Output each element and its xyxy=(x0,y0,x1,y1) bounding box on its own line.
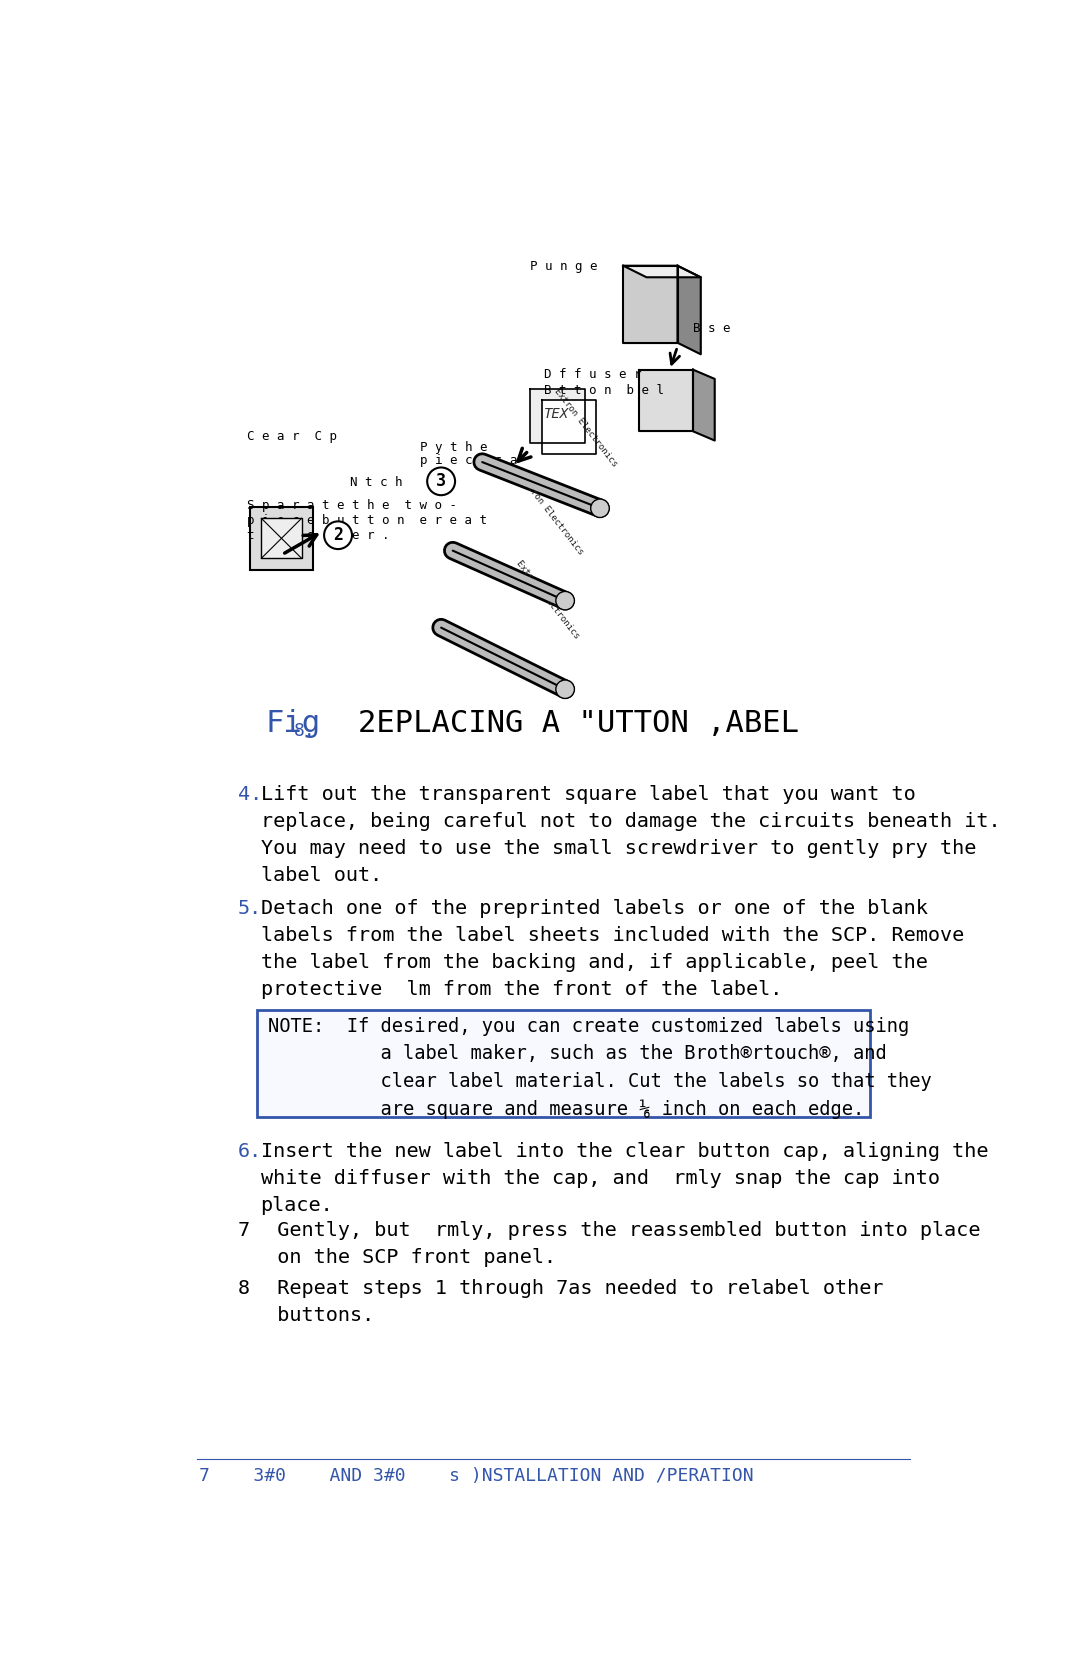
Text: 7    3#0    AND 3#0    s )NSTALLATION AND /PERATION: 7 3#0 AND 3#0 s )NSTALLATION AND /PERATI… xyxy=(199,1467,753,1485)
Text: 3: 3 xyxy=(436,472,446,491)
Text: TEX: TEX xyxy=(543,407,568,421)
Text: Extron Electronics: Extron Electronics xyxy=(518,474,585,556)
Polygon shape xyxy=(623,265,677,342)
Circle shape xyxy=(591,499,609,517)
Text: Extron Electronics: Extron Electronics xyxy=(515,559,581,641)
Text: P u n g e: P u n g e xyxy=(530,260,597,274)
Bar xyxy=(261,519,301,559)
Text: Repeat steps 1 through 7as needed to relabel other
  buttons.: Repeat steps 1 through 7as needed to rel… xyxy=(253,1278,883,1325)
Circle shape xyxy=(556,591,575,609)
Text: S p a r a t e t h e  t w o -
p i e c e b u t t o n  e r e a t
t h e c o r n e r : S p a r a t e t h e t w o - p i e c e b … xyxy=(247,499,487,542)
Text: 2EPLACING A "UTTON ,ABEL: 2EPLACING A "UTTON ,ABEL xyxy=(359,709,799,738)
Text: 4.: 4. xyxy=(238,786,262,804)
Text: Insert the new label into the clear button cap, aligning the
white diffuser with: Insert the new label into the clear butt… xyxy=(260,1142,988,1215)
Text: 2: 2 xyxy=(333,526,343,544)
Polygon shape xyxy=(638,369,693,431)
Bar xyxy=(249,507,313,569)
Text: Lift out the transparent square label that you want to
replace, being careful no: Lift out the transparent square label th… xyxy=(260,786,1000,885)
Polygon shape xyxy=(693,369,715,441)
Text: 5.: 5. xyxy=(238,900,262,918)
Circle shape xyxy=(428,467,455,496)
Text: N t c h: N t c h xyxy=(350,476,403,489)
Polygon shape xyxy=(623,265,701,277)
Text: B t t o n  b e l: B t t o n b e l xyxy=(544,384,664,397)
Text: Extron Electronics: Extron Electronics xyxy=(552,387,619,469)
Text: 8.: 8. xyxy=(294,723,315,739)
Text: NOTE:  If desired, you can create customized labels using
          a label make: NOTE: If desired, you can create customi… xyxy=(268,1016,932,1118)
Text: D f f u s e r: D f f u s e r xyxy=(544,369,642,381)
Text: Gently, but  rmly, press the reassembled button into place
  on the SCP front pa: Gently, but rmly, press the reassembled … xyxy=(253,1222,981,1267)
Text: Fig: Fig xyxy=(266,709,321,738)
Text: Detach one of the preprinted labels or one of the blank
labels from the label sh: Detach one of the preprinted labels or o… xyxy=(260,900,963,998)
Text: 7: 7 xyxy=(238,1222,251,1240)
Polygon shape xyxy=(677,265,701,354)
Text: 6.: 6. xyxy=(238,1142,262,1162)
Polygon shape xyxy=(542,401,596,454)
Circle shape xyxy=(556,679,575,698)
Text: C e a r  C p: C e a r C p xyxy=(247,429,337,442)
Bar xyxy=(257,1010,869,1117)
Text: 8: 8 xyxy=(238,1278,251,1298)
Circle shape xyxy=(324,521,352,549)
Text: B s e: B s e xyxy=(693,322,730,335)
Text: p i e c e s a: p i e c e s a xyxy=(420,454,517,467)
Polygon shape xyxy=(530,389,584,442)
Text: P y t h e: P y t h e xyxy=(420,441,488,454)
